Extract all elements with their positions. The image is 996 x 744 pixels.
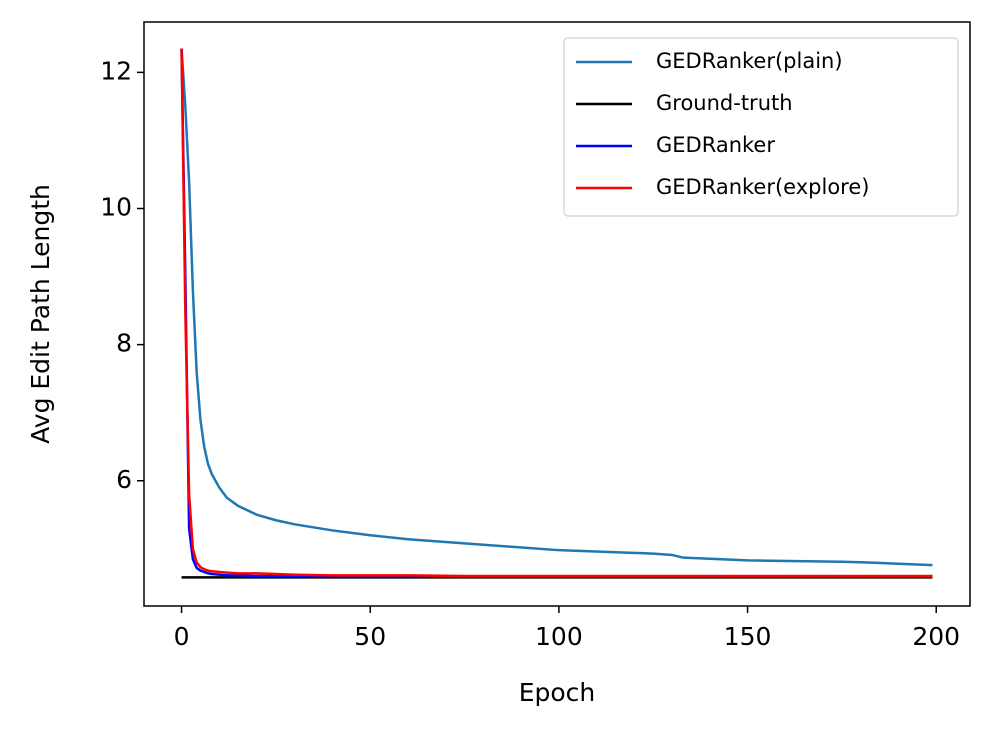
- x-tick-label: 150: [724, 622, 772, 651]
- series-line: [180, 48, 933, 567]
- y-axis-label: Avg Edit Path Length: [26, 184, 55, 444]
- x-axis-label: Epoch: [519, 678, 596, 707]
- x-tick-label: 100: [535, 622, 583, 651]
- legend-label: GEDRanker(plain): [656, 49, 843, 73]
- series-line: [180, 48, 933, 578]
- legend-box: [563, 37, 959, 217]
- plot-frame: [143, 21, 971, 607]
- y-tick-label: 8: [116, 329, 132, 358]
- y-tick-label: 10: [100, 192, 132, 221]
- x-tick-label: 0: [174, 622, 190, 651]
- x-tick-label: 50: [354, 622, 386, 651]
- legend-label: GEDRanker(explore): [656, 175, 869, 199]
- y-tick-label: 12: [100, 56, 132, 85]
- legend-label: Ground-truth: [656, 91, 793, 115]
- legend-label: GEDRanker: [656, 133, 775, 157]
- y-tick-label: 6: [116, 465, 132, 494]
- x-tick-label: 200: [912, 622, 960, 651]
